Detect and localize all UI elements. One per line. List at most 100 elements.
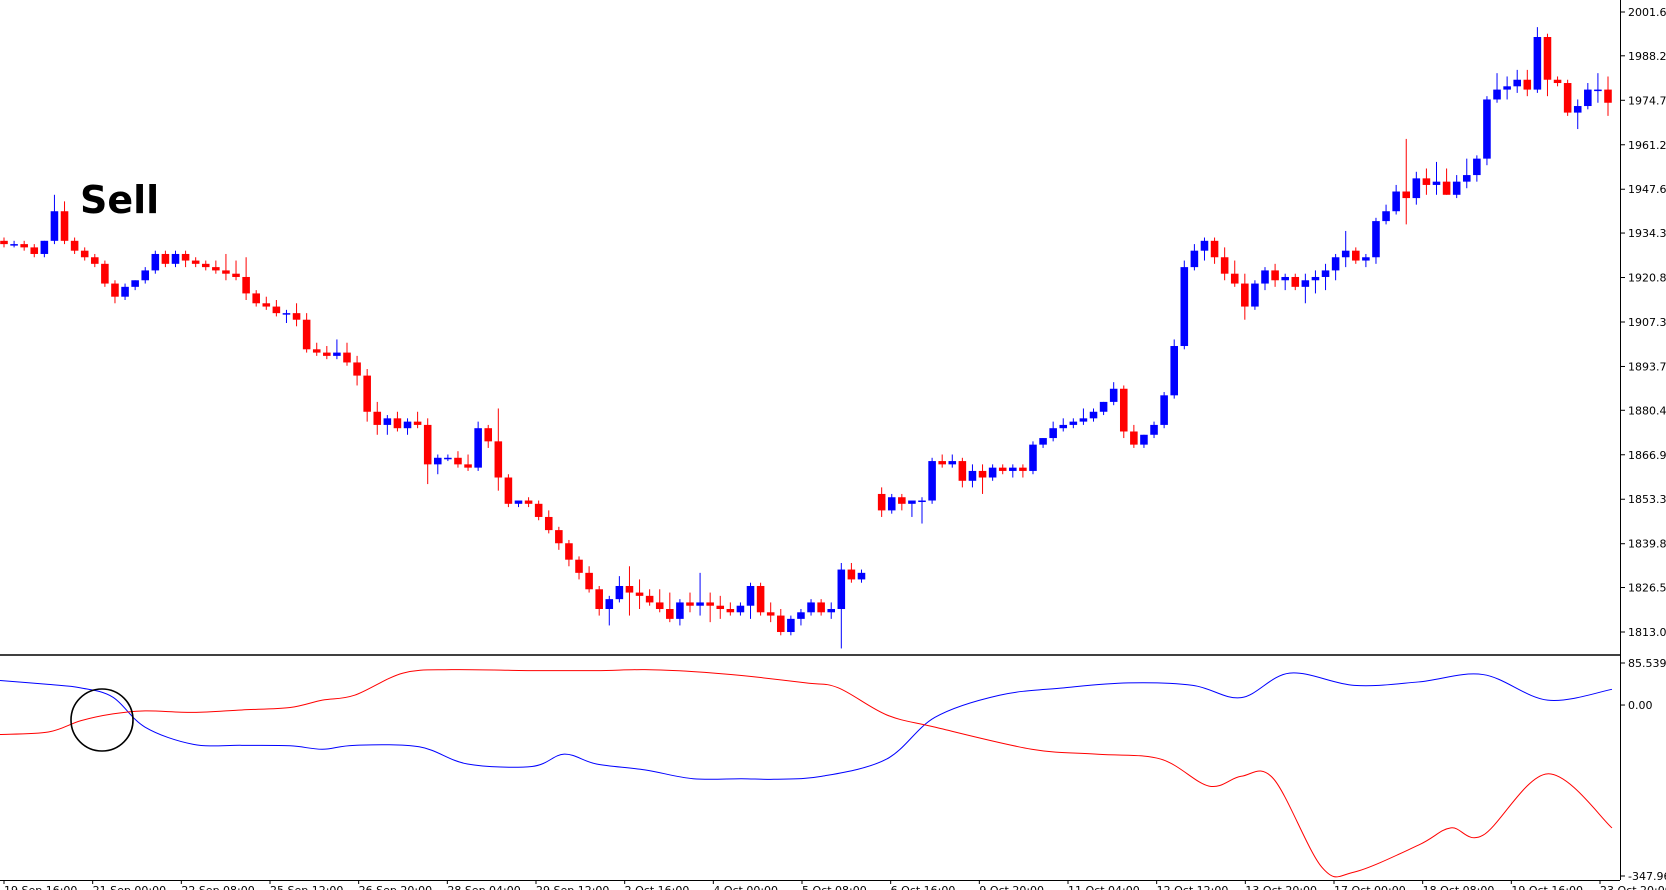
candle-down bbox=[585, 572, 593, 590]
price-tick-label: 1880.450 bbox=[1628, 404, 1666, 417]
candle-up bbox=[797, 612, 805, 619]
candle-up bbox=[1049, 428, 1057, 439]
candle-up bbox=[1321, 270, 1330, 277]
candle-up bbox=[1281, 276, 1289, 281]
candle-up bbox=[1079, 418, 1088, 422]
candle-up bbox=[444, 457, 452, 460]
candle-down bbox=[302, 319, 311, 350]
candle-down bbox=[111, 283, 119, 297]
candle-up bbox=[615, 585, 624, 600]
candle-up bbox=[676, 602, 684, 619]
candle-down bbox=[363, 375, 371, 412]
price-axis: 2001.605 1988.280 1974.750 1961.220 1947.690… bbox=[1620, 6, 1666, 639]
candle-down bbox=[484, 428, 493, 442]
price-tick-label: 1961.220 bbox=[1628, 139, 1666, 152]
candle-up bbox=[1341, 250, 1350, 258]
candle-up bbox=[1503, 86, 1511, 90]
candle-down bbox=[343, 352, 351, 363]
price-tick-label: 1839.860 bbox=[1628, 538, 1666, 551]
candle-up bbox=[434, 457, 442, 465]
candle-down bbox=[161, 253, 170, 264]
candle-down bbox=[1019, 467, 1027, 471]
candle-up bbox=[474, 428, 482, 468]
time-tick-label: 29 Sep 12:00 bbox=[536, 884, 609, 890]
time-tick-label: 13 Oct 20:00 bbox=[1245, 884, 1317, 890]
candle-up bbox=[1372, 221, 1380, 258]
candle-up bbox=[1473, 158, 1481, 176]
candle-down bbox=[565, 543, 573, 560]
price-tick-label: 1934.365 bbox=[1628, 227, 1666, 240]
indicator-series-line-0 bbox=[0, 672, 1613, 780]
candle-down bbox=[30, 247, 39, 254]
candle-down bbox=[1543, 37, 1552, 80]
candle-down bbox=[595, 589, 603, 610]
candle-down bbox=[666, 609, 674, 619]
time-axis: 19 Sep 16:00 21 Sep 00:00 22 Sep 08:00 25 S… bbox=[0, 880, 1666, 890]
candle-down bbox=[70, 240, 79, 251]
candle-down bbox=[635, 592, 644, 596]
candle-down bbox=[373, 411, 382, 425]
time-tick-label: 19 Oct 16:00 bbox=[1511, 884, 1583, 890]
candle-down bbox=[454, 457, 462, 465]
candle-up bbox=[1069, 421, 1078, 425]
price-tick-label: 1893.775 bbox=[1628, 360, 1666, 373]
candle-down bbox=[1553, 79, 1562, 84]
candle-down bbox=[393, 418, 402, 429]
candle-up bbox=[988, 467, 997, 478]
price-tick-label: 1866.920 bbox=[1628, 449, 1666, 462]
candle-up bbox=[827, 609, 836, 613]
candle-down bbox=[252, 293, 260, 304]
time-tick-label: 21 Sep 00:00 bbox=[93, 884, 166, 890]
candle-down bbox=[1230, 273, 1239, 284]
candle-down bbox=[524, 500, 533, 504]
candle-up bbox=[1573, 106, 1582, 113]
candle-up bbox=[1160, 395, 1168, 425]
price-tick-label: 1813.005 bbox=[1628, 626, 1666, 639]
time-tick-label: 18 Oct 08:00 bbox=[1423, 884, 1495, 890]
time-tick-label: 22 Sep 08:00 bbox=[181, 884, 254, 890]
candle-down bbox=[655, 602, 664, 610]
candle-up bbox=[1462, 175, 1471, 182]
time-tick-label: 28 Sep 04:00 bbox=[447, 884, 520, 890]
candle-up bbox=[1483, 99, 1491, 159]
candle-down bbox=[353, 362, 361, 376]
candle-down bbox=[232, 273, 240, 277]
candle-down bbox=[413, 421, 422, 425]
candle-up bbox=[887, 497, 896, 511]
time-tick-label: 4 Oct 00:00 bbox=[713, 884, 778, 890]
candle-down bbox=[1352, 250, 1360, 261]
candle-down bbox=[645, 595, 654, 603]
candle-down bbox=[544, 516, 553, 531]
candle-up bbox=[1109, 388, 1118, 402]
candle-down bbox=[181, 253, 190, 261]
candle-down bbox=[1210, 240, 1219, 258]
candle-down bbox=[817, 602, 825, 613]
candle-up bbox=[1594, 89, 1602, 92]
candle-up bbox=[1200, 240, 1209, 251]
time-tick-label: 11 Oct 04:00 bbox=[1068, 884, 1140, 890]
candle-up bbox=[1190, 250, 1199, 268]
crossover-marker-circle bbox=[70, 688, 134, 752]
candle-down bbox=[575, 559, 583, 573]
candle-up bbox=[787, 618, 795, 633]
candle-down bbox=[323, 352, 331, 356]
candle-down bbox=[1442, 181, 1451, 195]
candle-down bbox=[726, 609, 735, 613]
candle-down bbox=[706, 602, 714, 606]
candle-down bbox=[998, 467, 1007, 471]
candle-up bbox=[1513, 79, 1521, 87]
candle-down bbox=[60, 211, 69, 241]
candle-down bbox=[292, 313, 301, 320]
price-candles-group bbox=[0, 27, 1612, 649]
candle-down bbox=[938, 461, 946, 465]
candle-up bbox=[151, 253, 160, 271]
candle-down bbox=[877, 493, 886, 511]
candle-up bbox=[1150, 424, 1158, 435]
time-tick-label: 25 Sep 12:00 bbox=[270, 884, 343, 890]
candle-up bbox=[1533, 37, 1542, 90]
candle-down bbox=[1119, 388, 1128, 432]
candle-down bbox=[847, 569, 856, 580]
candle-down bbox=[776, 615, 785, 633]
candle-down bbox=[464, 464, 472, 468]
indicator-tick-label: 0.00 bbox=[1628, 699, 1653, 712]
